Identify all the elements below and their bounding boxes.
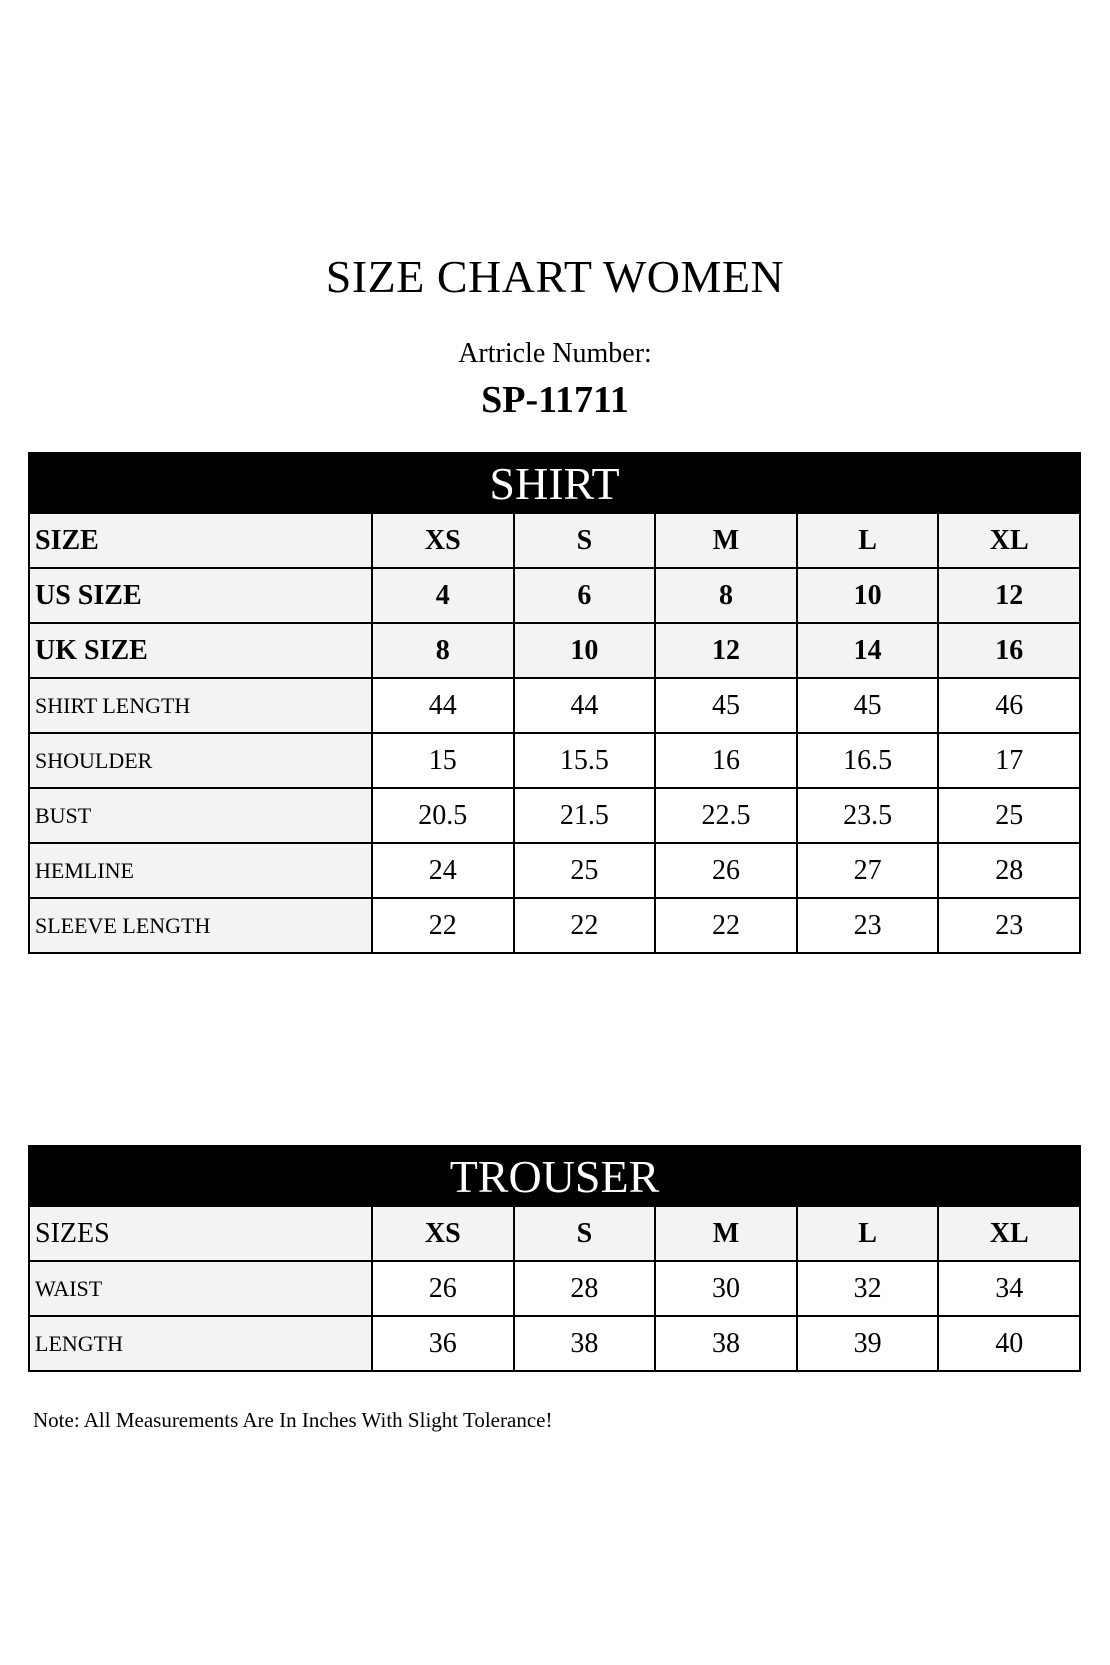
cell-value: S	[512, 1205, 657, 1262]
cell-value: M	[654, 512, 798, 569]
shirt-header_rows-row: SIZE XS S M L XL	[28, 512, 1081, 569]
cell-value: 4	[371, 567, 515, 624]
cell-value: 23	[937, 897, 1081, 954]
cell-value: XL	[937, 512, 1081, 569]
shirt-rows-row: SHOULDER 15 15.5 16 16.5 17	[28, 732, 1081, 789]
cell-value: 30	[654, 1260, 798, 1317]
shirt-rows-row: SHIRT LENGTH 44 44 45 45 46	[28, 677, 1081, 734]
cell-value: 22	[371, 897, 515, 954]
cell-value: XL	[937, 1205, 1081, 1262]
cell-value: 21.5	[512, 787, 657, 844]
cell-value: 25	[937, 787, 1081, 844]
cell-value: 26	[654, 842, 798, 899]
trouser-heading: TROUSER	[28, 1145, 1081, 1207]
cell-value: 45	[654, 677, 798, 734]
cell-value: 23.5	[795, 787, 940, 844]
article-number-label: Artricle Number:	[458, 338, 652, 369]
cell-value: 38	[512, 1315, 657, 1372]
trouser-rows-row: LENGTH 36 38 38 39 40	[28, 1315, 1081, 1372]
shirt-heading: SHIRT	[28, 452, 1081, 514]
shirt-rows-row: HEMLINE 24 25 26 27 28	[28, 842, 1081, 899]
cell-value: 45	[795, 677, 940, 734]
cell-value: 24	[371, 842, 515, 899]
article-number: SP-11711	[481, 379, 629, 421]
cell-value: 44	[371, 677, 515, 734]
cell-value: 40	[937, 1315, 1081, 1372]
shirt-header_rows-row: US SIZE 4 6 8 10 12	[28, 567, 1081, 624]
row-label: WAIST	[28, 1260, 373, 1317]
cell-value: XS	[371, 1205, 515, 1262]
cell-value: 10	[512, 622, 657, 679]
cell-value: 12	[654, 622, 798, 679]
cell-value: 22.5	[654, 787, 798, 844]
row-label: SIZE	[28, 512, 373, 569]
cell-value: M	[654, 1205, 798, 1262]
row-label: LENGTH	[28, 1315, 373, 1372]
cell-value: 25	[512, 842, 657, 899]
trouser-header_rows-row: SIZES XS S M L XL	[28, 1205, 1081, 1262]
cell-value: 44	[512, 677, 657, 734]
cell-value: S	[512, 512, 657, 569]
cell-value: 8	[654, 567, 798, 624]
cell-value: 36	[371, 1315, 515, 1372]
shirt-rows-row: SLEEVE LENGTH 22 22 22 23 23	[28, 897, 1081, 954]
cell-value: 28	[512, 1260, 657, 1317]
cell-value: 39	[795, 1315, 940, 1372]
cell-value: XS	[371, 512, 515, 569]
cell-value: 22	[654, 897, 798, 954]
cell-value: L	[795, 1205, 940, 1262]
cell-value: 26	[371, 1260, 515, 1317]
cell-value: 20.5	[371, 787, 515, 844]
row-label: HEMLINE	[28, 842, 373, 899]
cell-value: 14	[795, 622, 940, 679]
cell-value: 34	[937, 1260, 1081, 1317]
cell-value: 15.5	[512, 732, 657, 789]
cell-value: 16	[654, 732, 798, 789]
row-label: SHIRT LENGTH	[28, 677, 373, 734]
row-label: SLEEVE LENGTH	[28, 897, 373, 954]
cell-value: 16.5	[795, 732, 940, 789]
shirt-rows-row: BUST 20.5 21.5 22.5 23.5 25	[28, 787, 1081, 844]
trouser-size-table: TROUSER SIZES XS S M L XL WAIST 26 28 30 32 34 LENGTH…	[28, 1145, 1081, 1372]
cell-value: 8	[371, 622, 515, 679]
page-title: SIZE CHART WOMEN	[325, 251, 785, 302]
row-label: BUST	[28, 787, 373, 844]
cell-value: 32	[795, 1260, 940, 1317]
cell-value: 10	[795, 567, 940, 624]
cell-value: 38	[654, 1315, 798, 1372]
cell-value: 15	[371, 732, 515, 789]
row-label: US SIZE	[28, 567, 373, 624]
shirt-header_rows-row: UK SIZE 8 10 12 14 16	[28, 622, 1081, 679]
row-label: SHOULDER	[28, 732, 373, 789]
row-label: UK SIZE	[28, 622, 373, 679]
cell-value: 6	[512, 567, 657, 624]
cell-value: 22	[512, 897, 657, 954]
cell-value: 28	[937, 842, 1081, 899]
shirt-size-table: SHIRT SIZE XS S M L XL US SIZE 4 6 8 10 12 UK SIZE 8 10…	[28, 452, 1081, 954]
cell-value: 23	[795, 897, 940, 954]
cell-value: 17	[937, 732, 1081, 789]
cell-value: 12	[937, 567, 1081, 624]
cell-value: 27	[795, 842, 940, 899]
measurement-note: Note: All Measurements Are In Inches Wit…	[33, 1408, 553, 1432]
trouser-rows-row: WAIST 26 28 30 32 34	[28, 1260, 1081, 1317]
cell-value: 16	[937, 622, 1081, 679]
cell-value: L	[795, 512, 940, 569]
cell-value: 46	[937, 677, 1081, 734]
row-label: SIZES	[28, 1205, 373, 1262]
